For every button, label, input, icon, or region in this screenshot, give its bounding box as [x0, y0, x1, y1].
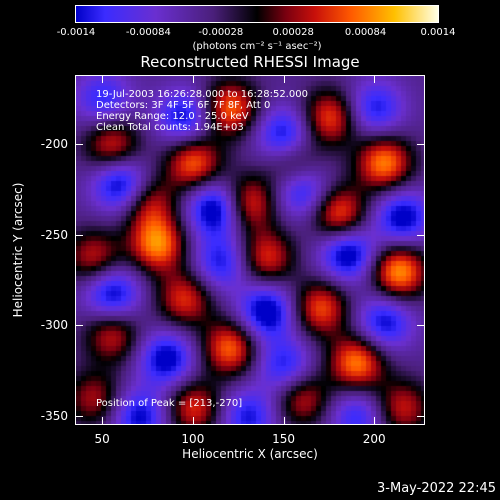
colorbar-tick-label: -0.0014 — [56, 27, 96, 38]
x-axis-label: Heliocentric X (arcsec) — [182, 447, 318, 461]
y-axis-label: Heliocentric Y (arcsec) — [11, 182, 25, 318]
colorbar-tick-label: 0.00028 — [272, 27, 314, 38]
y-tick-mark — [76, 325, 83, 327]
info-clean-counts: Clean Total counts: 1.94E+03 — [96, 122, 244, 133]
x-tick-mark — [374, 417, 376, 424]
y-tick-label: -200 — [40, 136, 68, 151]
colorbar-tick-label: -0.00084 — [125, 27, 171, 38]
x-tick-mark — [283, 417, 285, 424]
y-tick-mark — [76, 234, 83, 236]
y-tick-label: -350 — [40, 408, 68, 423]
info-peak-position: Position of Peak = [213,-270] — [96, 398, 243, 409]
x-tick-mark — [102, 76, 104, 83]
y-tick-mark — [76, 415, 83, 417]
info-energy-range: Energy Range: 12.0 - 25.0 keV — [96, 111, 249, 122]
timestamp: 3-May-2022 22:45 — [377, 481, 496, 496]
plot-title: Reconstructed RHESSI Image — [140, 53, 360, 71]
colorbar — [75, 5, 439, 23]
colorbar-tick-label: 0.00084 — [344, 27, 387, 38]
y-tick-mark — [76, 143, 83, 145]
y-tick-label: -250 — [40, 227, 68, 242]
colorbar-tick-label: -0.00028 — [198, 27, 244, 38]
y-tick-mark — [417, 234, 424, 236]
y-tick-mark — [417, 325, 424, 327]
colorbar-unit: (photons cm⁻² s⁻¹ asec⁻²) — [192, 41, 322, 52]
heatmap-plot[interactable]: 19-Jul-2003 16:26:28.000 to 16:28:52.000… — [75, 75, 425, 425]
x-tick-label: 50 — [94, 432, 110, 446]
x-tick-label: 200 — [362, 432, 386, 446]
x-tick-mark — [192, 76, 194, 83]
x-tick-mark — [374, 76, 376, 83]
info-time-range: 19-Jul-2003 16:26:28.000 to 16:28:52.000 — [96, 89, 308, 100]
heatmap-image — [76, 76, 424, 424]
x-tick-label: 150 — [272, 432, 295, 446]
x-tick-label: 100 — [181, 432, 205, 446]
y-tick-mark — [417, 143, 424, 145]
x-tick-mark — [283, 76, 285, 83]
x-tick-mark — [192, 417, 194, 424]
y-tick-mark — [417, 415, 424, 417]
colorbar-tick-label: 0.0014 — [420, 27, 456, 38]
x-tick-mark — [102, 417, 104, 424]
y-tick-label: -300 — [40, 318, 68, 333]
info-detectors: Detectors: 3F 4F 5F 6F 7F 8F, Att 0 — [96, 100, 271, 111]
